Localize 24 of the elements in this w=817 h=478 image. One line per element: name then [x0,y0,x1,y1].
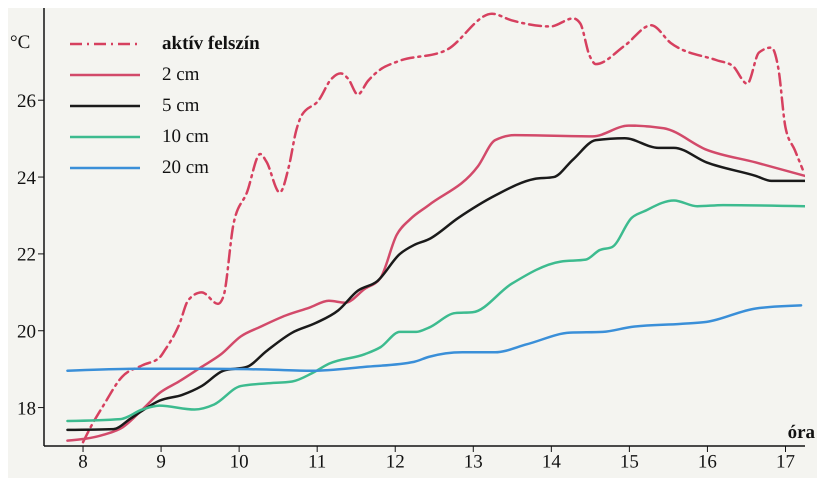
line-series [66,304,802,372]
x-tick-label: 16 [698,451,717,472]
x-tick-label: 9 [156,451,166,472]
x-tick-label: 10 [230,451,249,472]
y-tick-label: 22 [17,244,36,266]
x-tick-label: 12 [386,451,405,472]
x-tick-label: 11 [308,451,326,472]
y-tick-label: 24 [17,168,36,189]
y-tick-label: 20 [17,321,36,342]
line-series [66,199,805,422]
x-tick-label: 13 [464,451,483,472]
y-axis-title: °C [10,32,30,54]
x-tick-label: 14 [542,451,562,472]
x-tick-label: 15 [620,451,639,472]
legend-label: 5 cm [162,94,200,116]
legend-label: 20 cm [162,156,209,178]
x-tick-label: 8 [78,451,88,472]
x-axis-title: óra [788,422,815,444]
y-tick-label: 26 [17,90,36,112]
legend-label: 2 cm [162,64,200,86]
y-tick-label: 18 [17,398,36,420]
legend-label: aktív felszín [162,32,260,54]
legend-label: 10 cm [162,126,209,148]
x-tick-label: 17 [776,451,795,472]
